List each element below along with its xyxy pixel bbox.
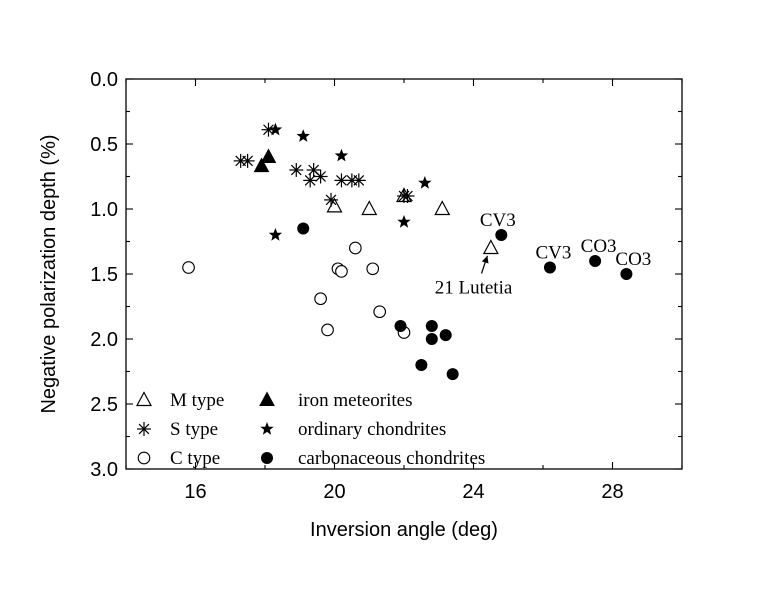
data-point xyxy=(366,262,380,276)
legend-marker xyxy=(260,422,274,435)
axis-ticks xyxy=(125,78,683,470)
y-tick-label: 0.0 xyxy=(90,69,118,91)
annotation-label: 21 Lutetia xyxy=(435,278,513,299)
x-tick-label: 24 xyxy=(462,481,484,503)
x-axis-title: Inversion angle (deg) xyxy=(310,519,498,541)
data-point xyxy=(334,148,349,162)
legend-marker xyxy=(261,452,273,464)
data-point xyxy=(373,305,387,319)
data-point xyxy=(297,222,310,235)
data-point xyxy=(482,239,499,255)
legend-label: carbonaceous chondrites xyxy=(298,448,485,469)
annotation-label: CO3 xyxy=(581,236,617,257)
data-point xyxy=(397,215,411,228)
data-point xyxy=(268,122,283,136)
data-points xyxy=(182,122,633,381)
legend-marker xyxy=(137,422,151,436)
data-point xyxy=(425,320,438,332)
data-point xyxy=(324,192,339,207)
data-point xyxy=(620,268,633,280)
legend-label: iron meteorites xyxy=(298,390,413,411)
legend-label: C type xyxy=(170,448,220,469)
y-tick-label: 2.0 xyxy=(90,329,118,351)
data-point xyxy=(351,173,366,188)
y-tick-label: 2.5 xyxy=(90,394,118,416)
legend-marker xyxy=(259,391,275,406)
axis-tick-labels: 16 20 24 28 0.0 0.5 1.0 1.5 2.0 2.5 3.0 xyxy=(90,69,623,503)
annotation-label: CV3 xyxy=(535,242,571,263)
data-point xyxy=(261,122,276,137)
annotation-arrowhead xyxy=(481,255,489,264)
data-point xyxy=(543,261,556,274)
data-point xyxy=(349,241,362,255)
data-point xyxy=(296,129,310,142)
x-tick-label: 16 xyxy=(184,481,206,503)
annotation-label: CO3 xyxy=(615,249,651,270)
data-point xyxy=(260,148,277,163)
y-tick-label: 1.0 xyxy=(90,199,118,221)
annotation-label: CV3 xyxy=(480,210,516,231)
data-point xyxy=(589,255,602,267)
legend-label: S type xyxy=(170,419,218,440)
data-point xyxy=(439,329,452,342)
data-point xyxy=(303,173,318,188)
data-point xyxy=(495,229,508,241)
legend-label: M type xyxy=(170,390,224,411)
data-point xyxy=(446,368,459,381)
y-tick-label: 0.5 xyxy=(90,134,118,156)
data-point xyxy=(268,228,283,241)
data-point xyxy=(321,323,334,337)
data-point xyxy=(434,200,451,216)
data-point xyxy=(400,189,415,203)
y-tick-label: 1.5 xyxy=(90,264,118,286)
data-point xyxy=(361,200,378,216)
plot-frame xyxy=(125,78,683,470)
data-point xyxy=(394,320,407,332)
data-point xyxy=(425,333,438,345)
legend-label: ordinary chondrites xyxy=(298,419,446,440)
x-tick-label: 20 xyxy=(323,481,345,503)
data-point xyxy=(240,153,255,168)
data-point xyxy=(313,169,328,184)
data-point xyxy=(314,292,327,306)
legend: M type iron meteorites S type ordinary chon… xyxy=(135,390,485,469)
y-tick-label: 3.0 xyxy=(90,459,118,481)
data-point xyxy=(335,265,348,278)
x-tick-label: 28 xyxy=(601,481,623,503)
legend-marker xyxy=(137,451,151,465)
data-point xyxy=(253,157,270,173)
y-axis-title: Negative polarization depth (%) xyxy=(38,134,60,413)
legend-marker xyxy=(135,391,153,407)
data-point xyxy=(415,359,428,371)
data-point xyxy=(182,261,195,274)
data-point xyxy=(289,163,304,177)
data-point xyxy=(418,176,432,189)
